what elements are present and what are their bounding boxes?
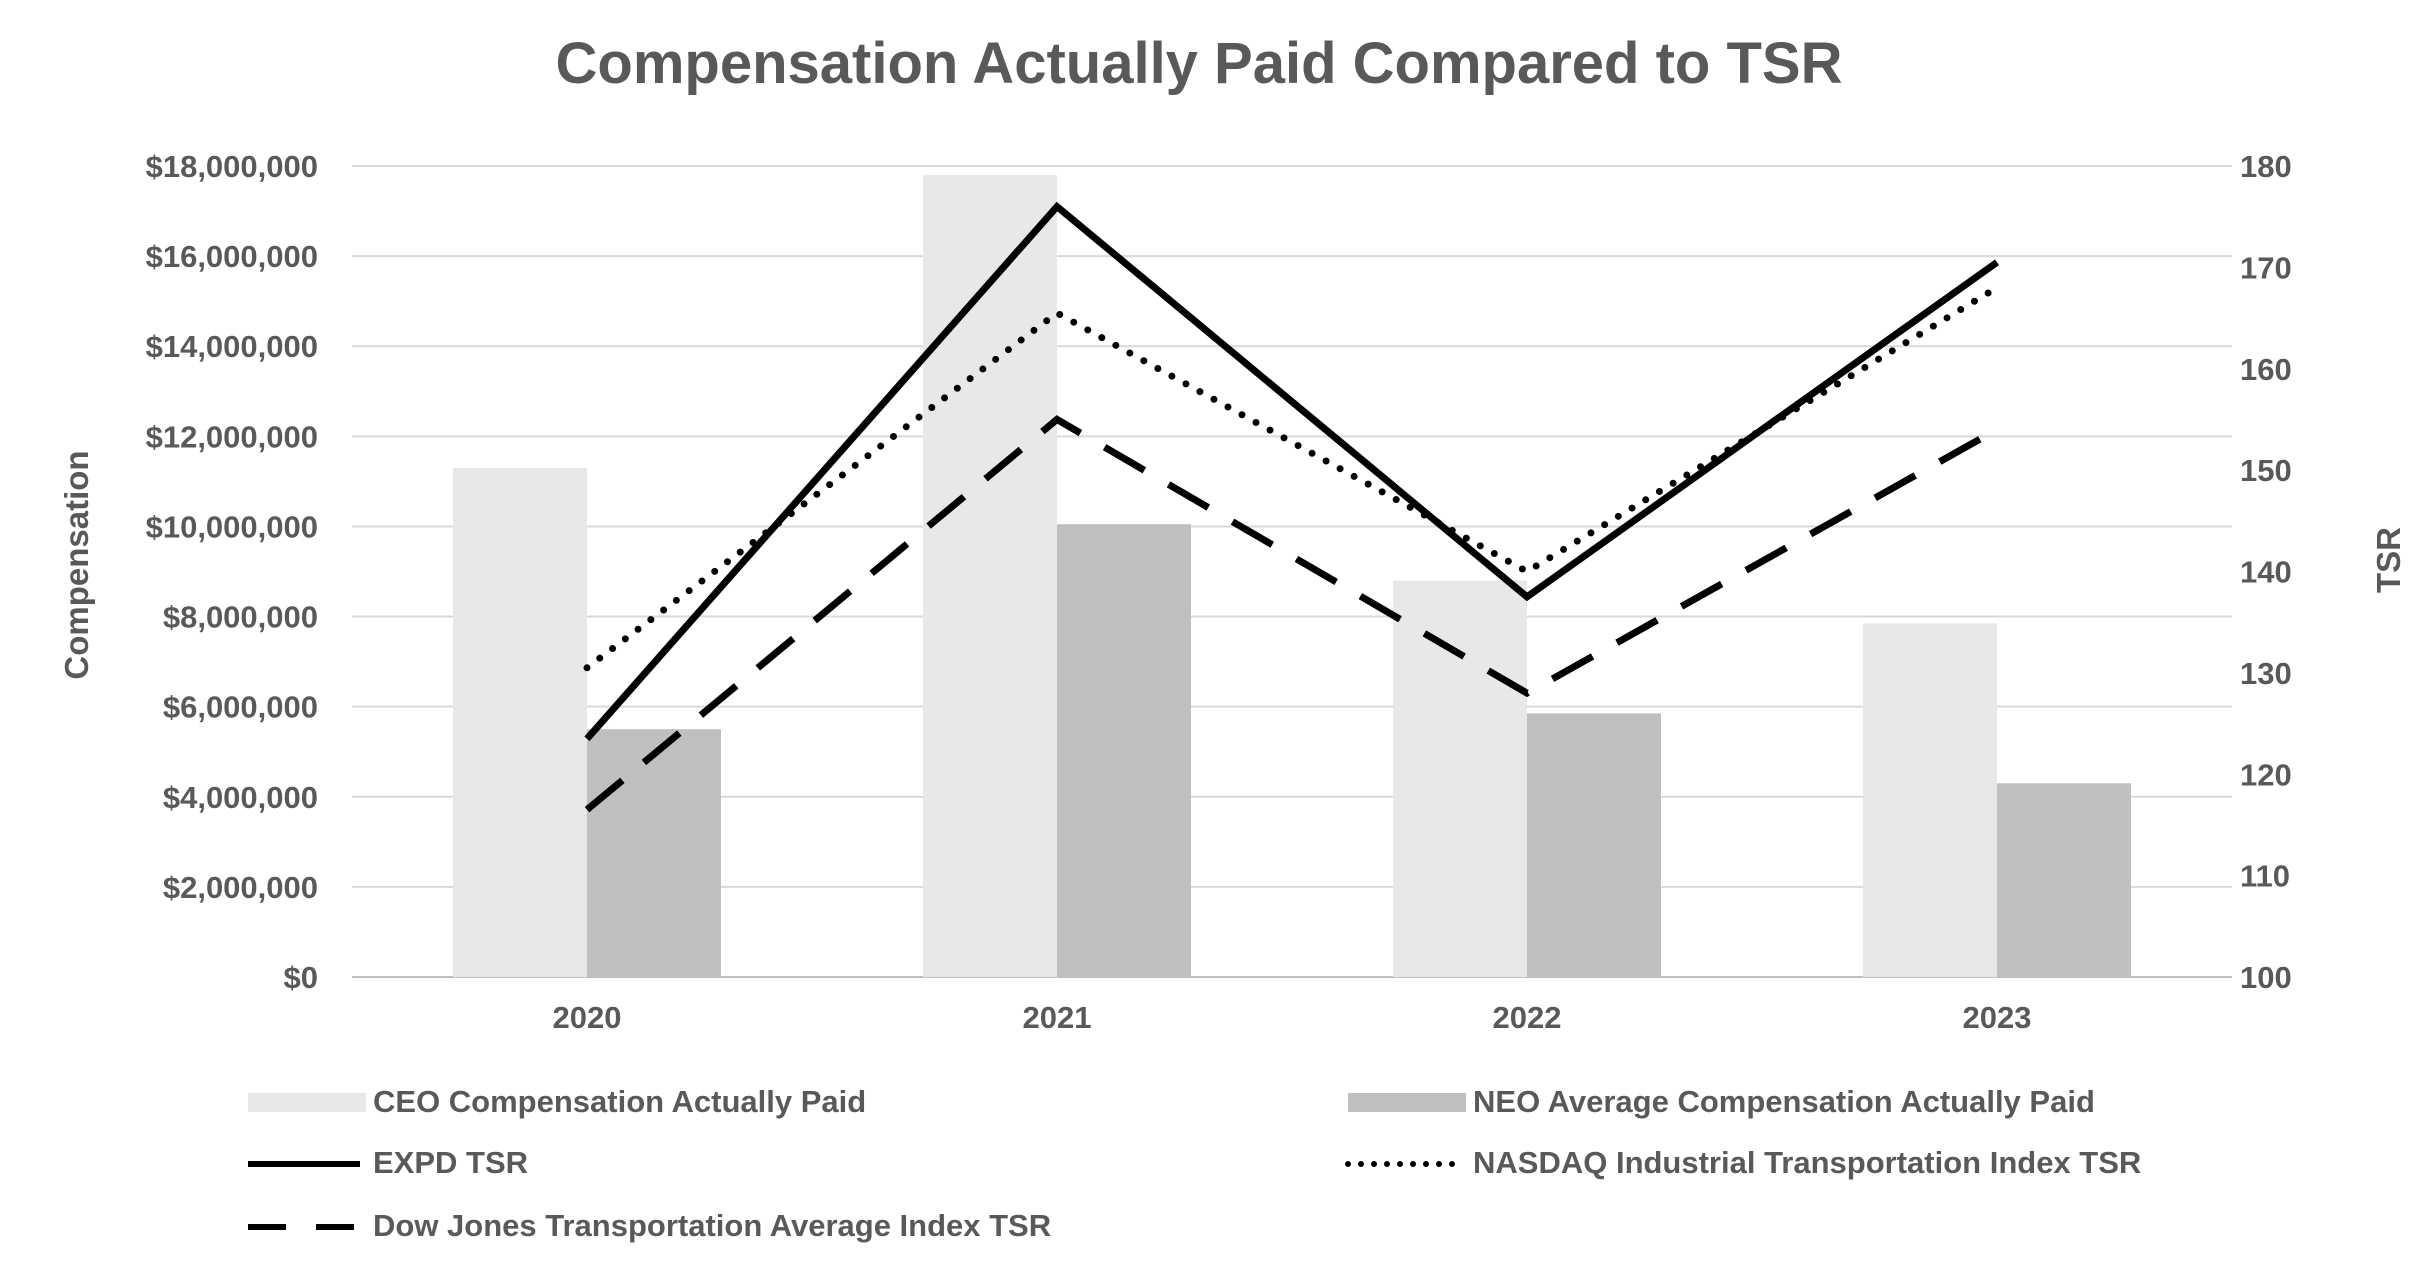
y-tick-label: $16,000,000 [146, 239, 318, 274]
nasdaq-tsr-line [583, 284, 2001, 672]
ceo-bar [1863, 623, 1997, 977]
legend-label: CEO Compensation Actually Paid [373, 1084, 866, 1119]
expd-tsr-line [584, 201, 2000, 742]
dow-jones-tsr-line [584, 415, 1999, 813]
y-tick-label: $8,000,000 [163, 600, 318, 635]
y2-tick-label: 120 [2240, 757, 2292, 792]
neo-bar [1997, 783, 2131, 977]
y-tick-label: $14,000,000 [146, 329, 318, 364]
y-tick-label: $2,000,000 [163, 870, 318, 905]
tsr-lines [583, 201, 2001, 813]
y2-tick-label: 150 [2240, 453, 2292, 488]
bars [453, 175, 2131, 977]
neo-bar [1527, 713, 1661, 977]
x-axis-ticks: 2020 2021 2022 2023 [553, 1000, 2032, 1035]
y2-axis-title: TSR [2370, 527, 2407, 593]
y-tick-label: $10,000,000 [146, 509, 318, 544]
y-tick-label: $18,000,000 [146, 149, 318, 184]
y2-tick-label: 160 [2240, 352, 2292, 387]
y-tick-label: $0 [284, 960, 318, 995]
y-axis-ticks: $0 $2,000,000 $4,000,000 $6,000,000 $8,000,0… [146, 149, 318, 995]
x-tick-label: 2022 [1493, 1000, 1562, 1035]
legend-nasdaq: NASDAQ Industrial Transportation Index T… [1345, 1145, 2141, 1180]
neo-bar [587, 729, 721, 977]
neo-bar [1057, 524, 1191, 977]
y2-tick-label: 180 [2240, 149, 2292, 184]
legend-dow-jones: Dow Jones Transportation Average Index T… [248, 1208, 1051, 1243]
legend-expd: EXPD TSR [248, 1145, 528, 1180]
legend-neo: NEO Average Compensation Actually Paid [1348, 1084, 2095, 1119]
y2-axis-ticks: 100 110 120 130 140 150 160 170 180 [2240, 149, 2292, 995]
y-tick-label: $4,000,000 [163, 780, 318, 815]
x-tick-label: 2021 [1023, 1000, 1092, 1035]
chart-title: Compensation Actually Paid Compared to T… [556, 31, 1843, 96]
y-axis-title: Compensation [58, 450, 95, 679]
x-tick-label: 2023 [1963, 1000, 2032, 1035]
legend-swatch [248, 1093, 366, 1112]
y2-tick-label: 140 [2240, 555, 2292, 590]
legend: CEO Compensation Actually Paid NEO Averag… [248, 1084, 2141, 1243]
legend-swatch [1348, 1093, 1466, 1112]
legend-label: NASDAQ Industrial Transportation Index T… [1473, 1145, 2141, 1180]
legend-label: Dow Jones Transportation Average Index T… [373, 1208, 1051, 1243]
ceo-bar [453, 467, 587, 977]
legend-label: NEO Average Compensation Actually Paid [1473, 1084, 2095, 1119]
ceo-bar [1393, 580, 1527, 977]
ceo-bar [923, 175, 1057, 977]
legend-ceo: CEO Compensation Actually Paid [248, 1084, 866, 1119]
y2-tick-label: 130 [2240, 656, 2292, 691]
y2-tick-label: 170 [2240, 250, 2292, 285]
legend-label: EXPD TSR [373, 1145, 528, 1180]
y-tick-label: $12,000,000 [146, 419, 318, 454]
y2-tick-label: 100 [2240, 960, 2292, 995]
y2-tick-label: 110 [2240, 859, 2290, 894]
y-tick-label: $6,000,000 [163, 690, 318, 725]
x-tick-label: 2020 [553, 1000, 622, 1035]
